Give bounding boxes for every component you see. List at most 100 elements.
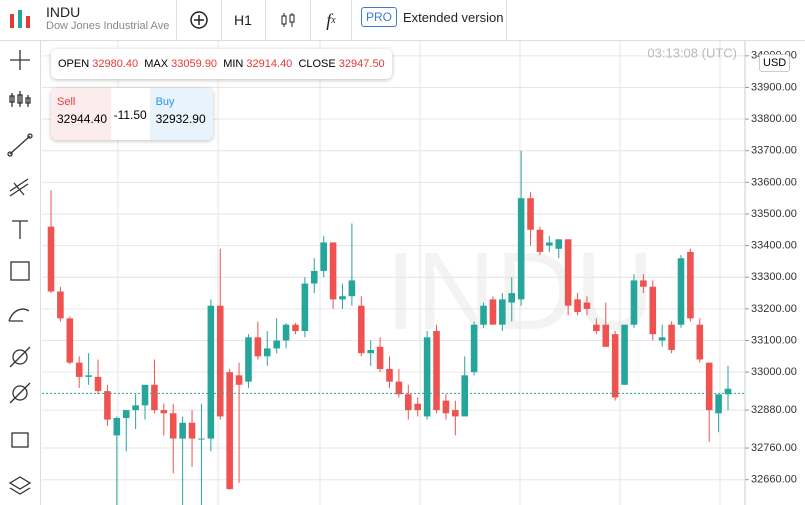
clock: 03:13:08 (UTC) (647, 45, 737, 60)
candle-body (452, 410, 459, 417)
candle-body (245, 337, 252, 382)
candle-body (47, 226, 55, 292)
candle-body (715, 394, 722, 414)
candle-body (292, 324, 299, 332)
spread: -11.50 (113, 108, 147, 122)
candle-body (621, 324, 628, 385)
candle-body (423, 337, 431, 417)
candle-body (358, 305, 365, 354)
candle-body (386, 368, 393, 382)
y-tick-label: 33700.00 (751, 145, 797, 157)
candle-body (310, 270, 318, 284)
candle-body (611, 334, 619, 398)
tool-icons[interactable] (0, 41, 40, 505)
candle-body (649, 286, 657, 335)
candle-body (263, 348, 271, 357)
candle-body (687, 251, 694, 319)
close-value: 32947.50 (338, 58, 385, 70)
candle-body (85, 375, 92, 377)
candle-body (564, 239, 572, 306)
max-value: 33059.90 (171, 58, 218, 70)
candle-body (132, 405, 139, 411)
candle-body (602, 324, 610, 347)
candle-body (216, 305, 224, 417)
candle-body (376, 346, 384, 369)
candle-body (75, 362, 83, 377)
y-tick-label: 32660.00 (751, 474, 797, 486)
y-tick-label: 33900.00 (751, 81, 797, 93)
candle-body (696, 324, 704, 360)
candle-body (57, 291, 64, 319)
top-bar (0, 0, 805, 41)
buy-label: Buy (155, 96, 175, 108)
open-value: 32980.40 (92, 58, 139, 70)
candle-body (593, 324, 600, 332)
candle-body (395, 381, 403, 395)
open-label: OPEN (58, 58, 90, 70)
trade-panel: Sell 32944.40 -11.50 Buy 32932.90 (51, 88, 213, 140)
candle-body (188, 422, 196, 439)
candle-body (348, 280, 356, 297)
candle-body (169, 413, 177, 439)
y-tick-label: 33300.00 (751, 271, 797, 283)
candle-body (433, 331, 440, 411)
candle-body (527, 198, 534, 230)
add-button[interactable] (176, 0, 222, 40)
symbol-name: Dow Jones Industrial Ave (46, 20, 170, 32)
candle-body (583, 302, 591, 309)
candle-body (508, 293, 516, 303)
candle-body (480, 305, 487, 325)
symbol[interactable]: INDU (46, 4, 81, 20)
close-label: CLOSE (298, 58, 336, 70)
candle-body (151, 384, 158, 411)
left-toolbar (0, 41, 41, 505)
candle-body (282, 324, 290, 341)
candle-body (160, 410, 168, 414)
sell-button[interactable]: Sell 32944.40 (51, 88, 111, 140)
candle-body (724, 388, 732, 395)
extended-version[interactable]: Extended version (403, 10, 504, 25)
buy-price: 32932.90 (155, 112, 206, 126)
candle-body (470, 324, 478, 373)
candle-body (489, 299, 497, 325)
candle-body (705, 362, 713, 411)
candle-body (94, 376, 102, 392)
candle-body (640, 280, 647, 287)
y-tick-label: 33100.00 (751, 334, 797, 346)
y-tick-label: 33200.00 (751, 303, 797, 315)
logo (10, 10, 30, 28)
candle-body (339, 296, 346, 300)
candle-body (113, 418, 121, 436)
pro-badge[interactable]: PRO (361, 7, 398, 27)
y-tick-label: 32760.00 (751, 442, 797, 454)
candle-body (414, 403, 421, 411)
candle-body (273, 340, 280, 349)
divider (506, 0, 507, 40)
sell-label: Sell (57, 96, 76, 108)
candle-body (226, 372, 233, 490)
candle-body (66, 318, 74, 363)
candle-body (367, 350, 374, 354)
currency[interactable]: USD (759, 54, 791, 72)
chart-type[interactable] (266, 0, 311, 40)
candle-body (546, 242, 553, 246)
candle-body (658, 337, 666, 341)
buy-button[interactable]: Buy 32932.90 (149, 88, 213, 140)
y-tick-label: 33800.00 (751, 113, 797, 125)
candle-body (320, 242, 327, 271)
y-tick-label: 33400.00 (751, 240, 797, 252)
candle-body (517, 198, 525, 300)
candle-body (329, 242, 337, 300)
candle-body (198, 438, 205, 440)
min-label: MIN (223, 58, 244, 70)
candle-body (499, 299, 506, 325)
candle-body (235, 375, 243, 385)
y-tick-label: 33000.00 (751, 366, 797, 378)
interval[interactable]: H1 (221, 0, 266, 40)
candle-body (668, 324, 675, 350)
candle-body (207, 305, 215, 439)
candle-body (254, 337, 262, 357)
candle-body (141, 384, 149, 406)
y-tick-label: 33600.00 (751, 176, 797, 188)
